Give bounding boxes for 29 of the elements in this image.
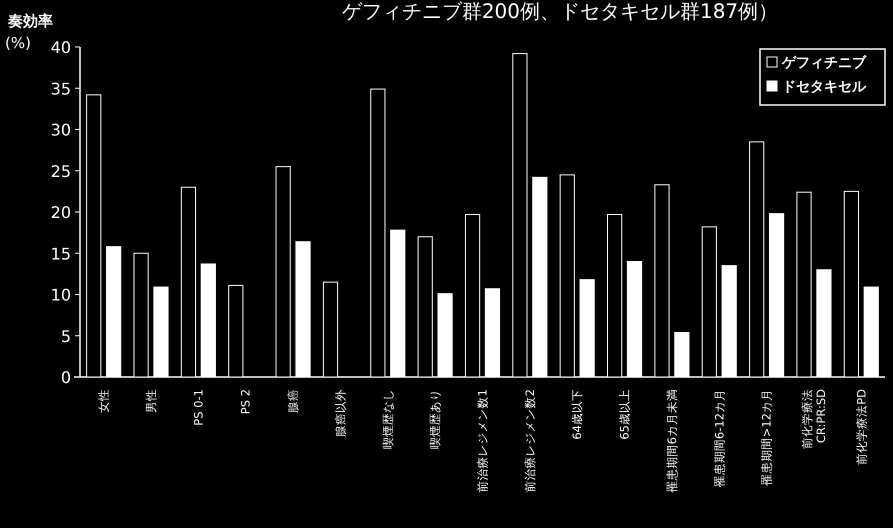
x-tick-label: 前化学療法PD [854, 388, 868, 465]
x-tick-label: 罹患期間6-12カ月 [712, 389, 726, 488]
x-tick-label: 前化学療法 CR:PR:SD [800, 388, 828, 449]
y-tick-label: 30 [50, 120, 71, 140]
legend-label: ゲフィチニブ [781, 54, 867, 71]
y-tick-label: 25 [50, 162, 71, 181]
x-tick-label: PS 0-1 [191, 389, 206, 426]
x-tick-label: 罹患期間6カ月未満 [664, 389, 679, 494]
x-tick-label: 65歳以上 [618, 389, 632, 440]
y-tick-label: 0 [60, 368, 71, 387]
x-tick-label: 女性 [96, 389, 111, 413]
y-tick-label: 10 [50, 286, 71, 304]
chart-title: ゲフィチニブ群200例、ドセタキセル群187例） [342, 0, 778, 23]
x-tick-label: 前治療レジメン数2 [522, 389, 537, 492]
y-tick-label: 20 [50, 203, 71, 222]
y-tick-label: 35 [50, 79, 71, 98]
x-tick-label: 男性 [144, 389, 158, 413]
x-tick-label: PS 2 [238, 389, 253, 414]
x-tick-label: 喫煙歴なし [380, 389, 395, 449]
x-tick-label: 腺癌 [286, 389, 300, 413]
x-tick-label: 前治療レジメン数1 [476, 389, 490, 492]
x-tick-label: 罹患期間>12カ月 [760, 389, 774, 486]
x-tick-label: 喫煙歴あり [428, 389, 442, 449]
y-tick-label: 40 [50, 38, 71, 57]
y-tick-label: 15 [50, 244, 71, 264]
x-tick-label: 64歳以下 [570, 389, 584, 440]
x-tick-label: 腺癌以外 [333, 389, 348, 437]
legend-label: ドセタキセル [782, 79, 867, 95]
y-tick-label: 5 [60, 326, 71, 346]
